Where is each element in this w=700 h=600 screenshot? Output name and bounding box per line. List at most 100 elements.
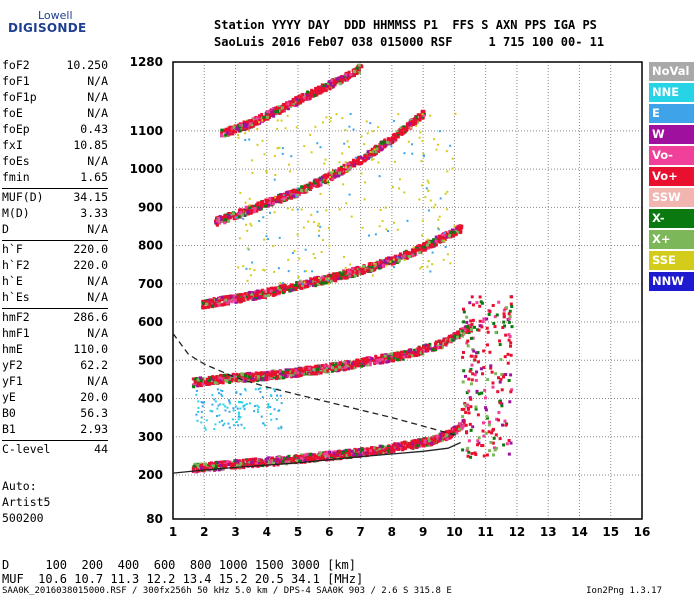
echo-point xyxy=(426,442,430,446)
spread-echo-point xyxy=(429,270,432,273)
echo-point xyxy=(408,355,412,359)
echo-point xyxy=(366,358,370,362)
spread-echo-point xyxy=(222,424,225,427)
echo-point xyxy=(306,455,310,459)
echo-point xyxy=(294,101,298,105)
echo-point xyxy=(294,96,298,100)
echo-point xyxy=(419,347,423,351)
echo-point xyxy=(241,461,245,465)
echo-point xyxy=(346,455,350,459)
echo-point xyxy=(400,254,404,258)
echo-point xyxy=(333,275,337,279)
echo-point xyxy=(332,452,336,456)
echo-point xyxy=(350,273,354,277)
echo-point xyxy=(448,340,452,344)
spread-echo-point xyxy=(256,408,259,411)
echo-point xyxy=(369,450,373,454)
spread-echo-point xyxy=(256,143,259,146)
echo-point xyxy=(276,286,280,290)
echo-point xyxy=(305,280,309,284)
echo-point xyxy=(328,274,332,278)
param-value: 220.0 xyxy=(73,242,108,256)
echo-point xyxy=(224,298,228,302)
echo-point xyxy=(308,181,312,185)
param-row: hmF1 N/A xyxy=(2,326,108,342)
spread-echo-point xyxy=(243,408,246,411)
echo-point xyxy=(203,466,207,470)
echo-point xyxy=(208,376,212,380)
spread-echo-point xyxy=(463,401,467,405)
spread-echo-point xyxy=(263,424,266,427)
spread-echo-point xyxy=(261,396,264,399)
spread-echo-point xyxy=(344,266,347,269)
spread-echo-point xyxy=(246,229,249,232)
echo-point xyxy=(279,195,283,199)
spread-echo-point xyxy=(310,151,313,154)
echo-point xyxy=(267,373,271,377)
echo-point xyxy=(220,128,224,132)
echo-point xyxy=(257,296,261,300)
echo-point xyxy=(356,452,360,456)
echo-point xyxy=(244,458,248,462)
echo-point xyxy=(449,230,453,234)
echo-point xyxy=(408,251,412,255)
echo-point xyxy=(238,300,242,304)
echo-point xyxy=(236,295,240,299)
echo-point xyxy=(306,97,310,101)
echo-point xyxy=(287,192,291,196)
echo-point xyxy=(452,230,456,234)
autoscaling-info: Auto: Artist5 500200 xyxy=(2,478,50,526)
echo-point xyxy=(193,378,197,382)
echo-point xyxy=(196,378,200,382)
spread-echo-point xyxy=(275,399,278,402)
echo-point xyxy=(337,167,341,171)
spread-echo-point xyxy=(221,394,224,397)
echo-point xyxy=(242,122,246,126)
echo-point xyxy=(341,451,345,455)
spread-echo-point xyxy=(385,264,388,267)
echo-point xyxy=(453,334,457,338)
echo-point xyxy=(337,365,341,369)
echo-point xyxy=(342,271,346,275)
echo-point xyxy=(388,141,392,145)
spread-echo-point xyxy=(290,155,293,158)
spread-echo-point xyxy=(256,410,259,413)
echo-point xyxy=(281,458,285,462)
echo-point xyxy=(291,98,295,102)
echo-point xyxy=(259,204,263,208)
spread-echo-point xyxy=(218,421,221,424)
echo-point xyxy=(329,279,333,283)
spread-echo-point xyxy=(238,413,241,416)
echo-point xyxy=(239,462,243,466)
spread-echo-point xyxy=(319,146,322,149)
echo-point xyxy=(461,334,465,338)
echo-point xyxy=(447,234,451,238)
echo-point xyxy=(226,131,230,135)
echo-point xyxy=(243,379,247,383)
echo-point xyxy=(453,425,457,429)
echo-point xyxy=(426,246,430,250)
echo-point xyxy=(304,97,308,101)
echo-point xyxy=(327,80,331,84)
echo-point xyxy=(453,432,457,436)
spread-echo-point xyxy=(348,145,351,148)
echo-point xyxy=(323,364,327,368)
echo-point xyxy=(320,86,324,90)
echo-point xyxy=(319,87,323,91)
param-row: yF1 N/A xyxy=(2,374,108,390)
echo-point xyxy=(357,63,361,67)
param-row: hmE 110.0 xyxy=(2,342,108,358)
echo-point xyxy=(276,458,280,462)
echo-point xyxy=(247,295,251,299)
echo-point xyxy=(334,279,338,283)
echo-point xyxy=(316,279,320,283)
x-tick-label: 1 xyxy=(169,525,177,539)
echo-point xyxy=(348,274,352,278)
echo-point xyxy=(370,356,374,360)
echo-point xyxy=(289,461,293,465)
echo-point xyxy=(463,325,467,329)
param-value: N/A xyxy=(87,290,108,304)
echo-point xyxy=(397,259,401,263)
echo-point xyxy=(330,453,334,457)
spread-echo-point xyxy=(237,266,240,269)
